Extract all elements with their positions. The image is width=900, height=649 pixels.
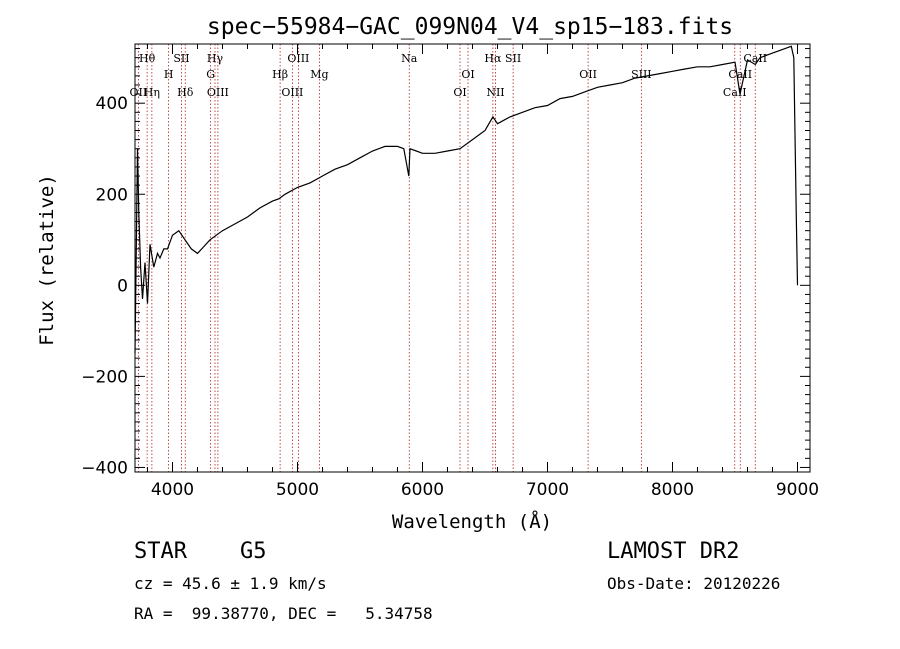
line-marker-label: Na xyxy=(401,52,418,65)
y-axis-label: Flux (relative) xyxy=(36,174,58,346)
y-axis: −400 −200 0 200 400 xyxy=(81,48,810,478)
object-class: STAR G5 xyxy=(134,539,267,564)
y-tick-label: −200 xyxy=(81,367,128,387)
y-tick-label: 200 xyxy=(96,185,128,205)
line-marker-label: OI xyxy=(461,68,474,81)
x-tick-label: 6000 xyxy=(401,480,444,500)
line-marker-label: OII xyxy=(579,68,597,81)
chart-title: spec−55984−GAC_099N04_V4_sp15−183.fits xyxy=(207,14,733,40)
observation-date: Obs-Date: 20120226 xyxy=(607,574,781,593)
line-marker-label: OIII xyxy=(287,52,309,65)
x-axis-label: Wavelength (Å) xyxy=(392,510,552,533)
line-marker-label: CaII xyxy=(728,68,752,81)
line-marker-label: NII xyxy=(486,86,504,99)
line-marker-label: Hα xyxy=(484,52,502,65)
line-marker-label: SIII xyxy=(631,68,652,81)
y-tick-label: −400 xyxy=(81,458,128,478)
y-tick-label: 0 xyxy=(117,276,128,296)
y-tick-label: 400 xyxy=(96,94,128,114)
x-axis: 4000 5000 6000 7000 8000 9000 xyxy=(147,44,819,500)
x-tick-label: 9000 xyxy=(776,480,819,500)
line-marker-label: G xyxy=(206,68,215,81)
redshift-readout: cz = 45.6 ± 1.9 km/s xyxy=(134,574,327,593)
line-marker-label: OIII xyxy=(207,86,229,99)
x-tick-label: 5000 xyxy=(276,480,319,500)
spectrum-series-line xyxy=(134,45,799,354)
coordinates-readout: RA = 99.38770, DEC = 5.34758 xyxy=(134,604,433,623)
emission-line-markers: HθOIIHηHSIIHδHγGOIIIHβOIIIOIIIMgNaOIOIHα… xyxy=(130,44,767,472)
line-marker-label: Hθ xyxy=(139,52,156,65)
line-marker-label: OI xyxy=(453,86,466,99)
x-tick-label: 8000 xyxy=(651,480,694,500)
line-marker-label: Hβ xyxy=(272,68,288,81)
line-marker-label: OIII xyxy=(281,86,303,99)
line-marker-label: CaII xyxy=(743,52,767,65)
survey-name: LAMOST DR2 xyxy=(607,539,740,564)
line-marker-label: SII xyxy=(173,52,189,65)
line-marker-label: CaII xyxy=(723,86,747,99)
line-marker-label: SII xyxy=(505,52,521,65)
line-marker-label: Hη xyxy=(144,86,160,99)
plot-frame xyxy=(134,43,811,473)
line-marker-label: Hδ xyxy=(177,86,194,99)
x-tick-label: 4000 xyxy=(151,480,194,500)
line-marker-label: H xyxy=(164,68,174,81)
line-marker-label: Hγ xyxy=(207,52,224,65)
line-marker-label: Mg xyxy=(310,68,328,81)
x-tick-label: 7000 xyxy=(526,480,569,500)
line-marker-label: OII xyxy=(130,86,148,99)
